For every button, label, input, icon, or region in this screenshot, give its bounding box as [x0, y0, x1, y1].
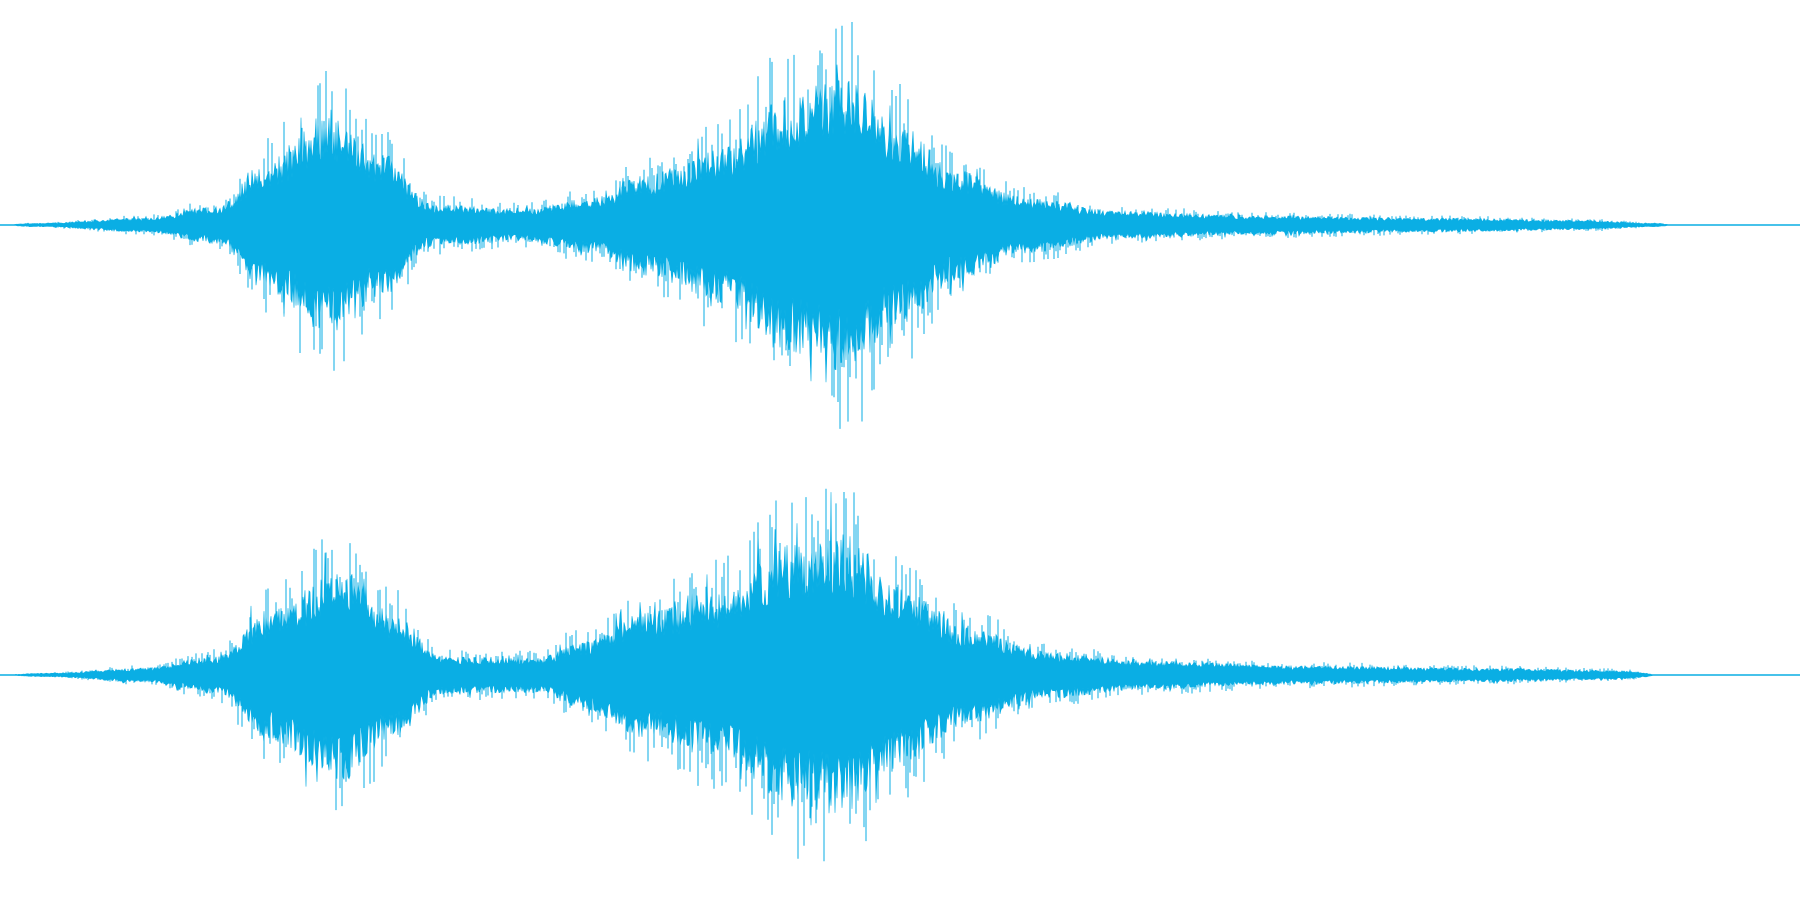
- waveform-peaks: [65, 488, 1639, 862]
- waveform-channel-bottom: [0, 488, 1800, 862]
- waveform-channel-top: [0, 22, 1800, 429]
- waveform-peaks: [57, 22, 1637, 429]
